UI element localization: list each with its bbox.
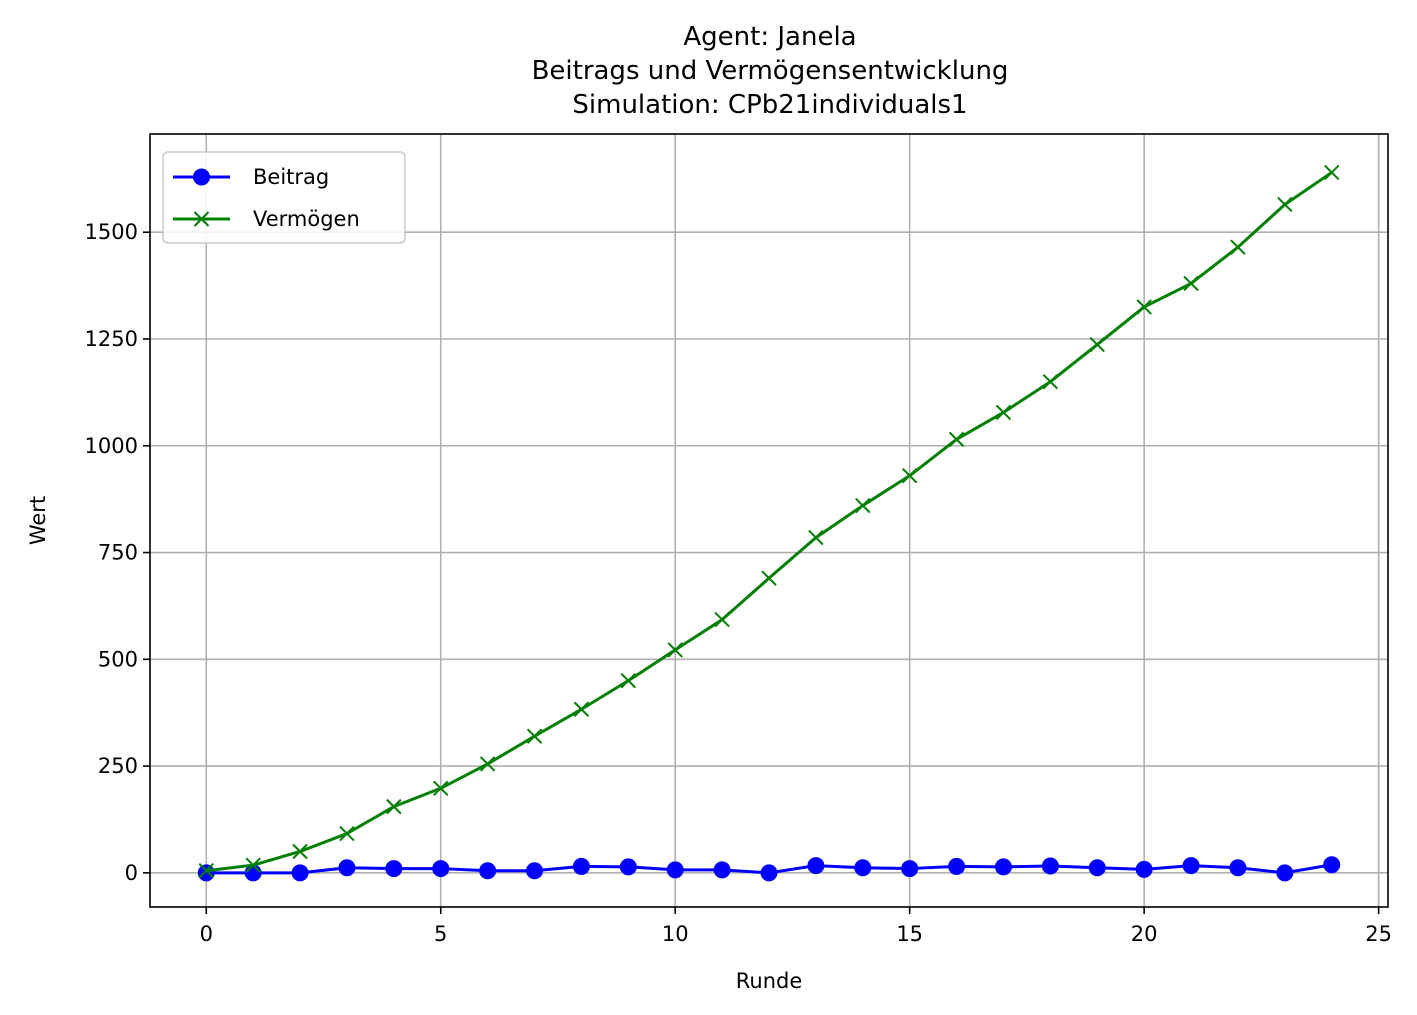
data-point (339, 825, 355, 842)
y-tick-label: 500 (98, 647, 138, 671)
data-point (948, 431, 965, 448)
data-point (385, 860, 403, 878)
data-point (1042, 373, 1059, 390)
data-point (1136, 299, 1152, 315)
data-point (1041, 857, 1059, 875)
data-point (667, 642, 683, 658)
x-tick-label: 10 (662, 922, 689, 946)
data-point (666, 861, 684, 879)
x-axis-label: Runde (736, 969, 803, 993)
data-point (291, 864, 309, 882)
y-tick-label: 1500 (85, 220, 138, 244)
data-point (572, 857, 590, 875)
y-tick-label: 250 (98, 754, 138, 778)
y-tick-label: 0 (125, 861, 138, 885)
data-point (901, 467, 918, 484)
series-beitrag (197, 856, 1341, 882)
data-point (807, 857, 825, 875)
y-tick-label: 1000 (85, 434, 138, 458)
legend: Beitrag Vermögen (162, 151, 406, 244)
plot-frame (149, 133, 1389, 908)
data-point (526, 862, 544, 880)
chart-title-line: Beitrags und Vermögensentwicklung (532, 56, 1009, 86)
y-axis-label: Wert (26, 496, 50, 545)
data-point (433, 780, 449, 796)
x-tick-label: 0 (200, 922, 213, 946)
data-point (855, 497, 871, 514)
data-point (573, 701, 590, 717)
data-point (1229, 859, 1247, 877)
legend-marker (193, 168, 210, 186)
data-point (714, 611, 730, 628)
data-point (1324, 164, 1340, 181)
data-point (292, 843, 308, 860)
data-point (948, 857, 966, 875)
x-axis-ticks: 0 5 10 15 20 25 (200, 907, 1392, 946)
legend-entry: Beitrag (253, 165, 329, 189)
data-point (901, 860, 919, 878)
data-point (1183, 275, 1199, 292)
series-verm-gen (198, 164, 1340, 879)
data-point (620, 672, 637, 689)
legend-entry: Vermögen (253, 207, 360, 231)
y-tick-label: 1250 (85, 327, 138, 351)
data-point (761, 570, 777, 586)
data-point (245, 857, 261, 873)
x-tick-label: 5 (434, 922, 447, 946)
data-point (197, 864, 215, 882)
grid-lines (150, 134, 1388, 907)
data-point (994, 858, 1012, 876)
data-point (386, 798, 402, 815)
data-point (432, 860, 450, 878)
data-point (479, 756, 496, 772)
data-point (713, 861, 731, 879)
chart-title-line: Agent: Janela (683, 22, 856, 52)
data-point (1135, 860, 1153, 878)
chart-title: Agent: Janela Beitrags und Vermögensentwi… (532, 22, 1009, 120)
data-point (808, 529, 824, 546)
data-point (479, 862, 497, 880)
legend-marker (193, 211, 210, 227)
data-point (1277, 196, 1293, 213)
chart-title-line: Simulation: CPb21individuals1 (572, 90, 967, 120)
data-point (1089, 336, 1105, 353)
data-point (198, 862, 214, 879)
y-tick-label: 750 (98, 541, 138, 565)
x-tick-label: 25 (1365, 922, 1392, 946)
data-point (995, 404, 1012, 421)
data-point (338, 859, 356, 877)
data-point (760, 864, 778, 882)
data-point (1323, 856, 1341, 874)
x-tick-label: 20 (1131, 922, 1158, 946)
data-point (526, 728, 543, 744)
series-layer (197, 164, 1341, 882)
y-axis-ticks: 0 250 500 750 1000 1250 1500 (85, 220, 150, 885)
data-point (1230, 239, 1246, 255)
data-point (854, 859, 872, 877)
data-point (619, 858, 637, 876)
data-point (1276, 864, 1294, 882)
data-point (1088, 859, 1106, 877)
x-tick-label: 15 (896, 922, 923, 946)
data-point (1182, 857, 1200, 875)
